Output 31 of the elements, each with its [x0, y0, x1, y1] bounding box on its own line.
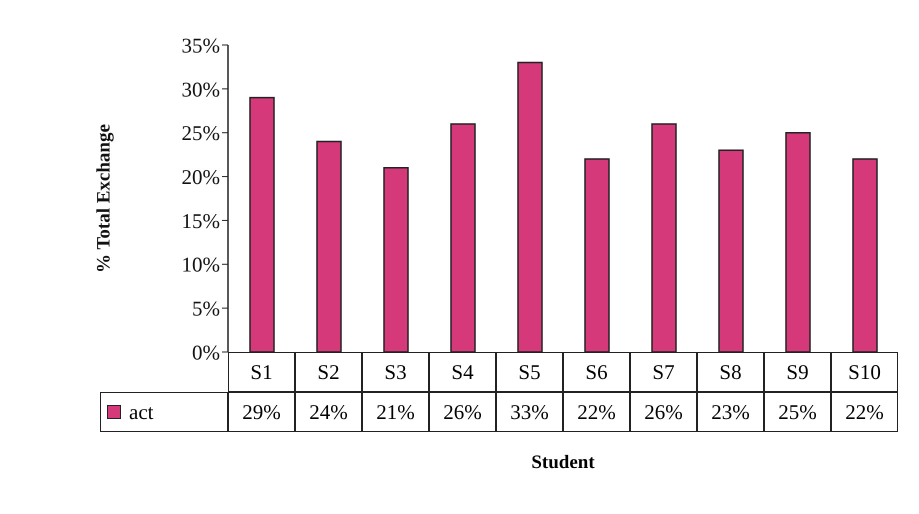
x-tick-label: S9 [764, 352, 831, 392]
y-tick-label: 25% [182, 121, 220, 146]
y-tick-label: 10% [182, 252, 220, 277]
x-tick-label: S6 [563, 352, 630, 392]
data-label: 26% [429, 392, 496, 432]
data-label: 24% [295, 392, 362, 432]
data-label: 26% [630, 392, 697, 432]
data-label: 22% [831, 392, 898, 432]
data-label: 25% [764, 392, 831, 432]
y-tick-label: 15% [182, 208, 220, 233]
y-tick-label: 0% [192, 340, 220, 364]
x-tick-label: S5 [496, 352, 563, 392]
legend-label: act [129, 400, 154, 424]
y-axis-title: % Total Exchange [94, 124, 115, 273]
data-label: 23% [697, 392, 764, 432]
y-tick-label: 5% [192, 296, 220, 321]
x-tick-label: S4 [429, 352, 496, 392]
x-tick-label: S8 [697, 352, 764, 392]
data-label: 21% [362, 392, 429, 432]
y-tick-label: 35% [182, 33, 220, 58]
y-tick-label: 20% [182, 165, 220, 190]
x-tick-label: S10 [831, 352, 898, 392]
x-tick-label: S7 [630, 352, 697, 392]
x-tick-label: S1 [228, 352, 295, 392]
x-tick-label: S3 [362, 352, 429, 392]
data-label: 29% [228, 392, 295, 432]
x-axis-title: Student [530, 452, 596, 474]
x-tick-label: S2 [295, 352, 362, 392]
data-label: 22% [563, 392, 630, 432]
data-label: 33% [496, 392, 563, 432]
y-tick-label: 30% [182, 77, 220, 102]
